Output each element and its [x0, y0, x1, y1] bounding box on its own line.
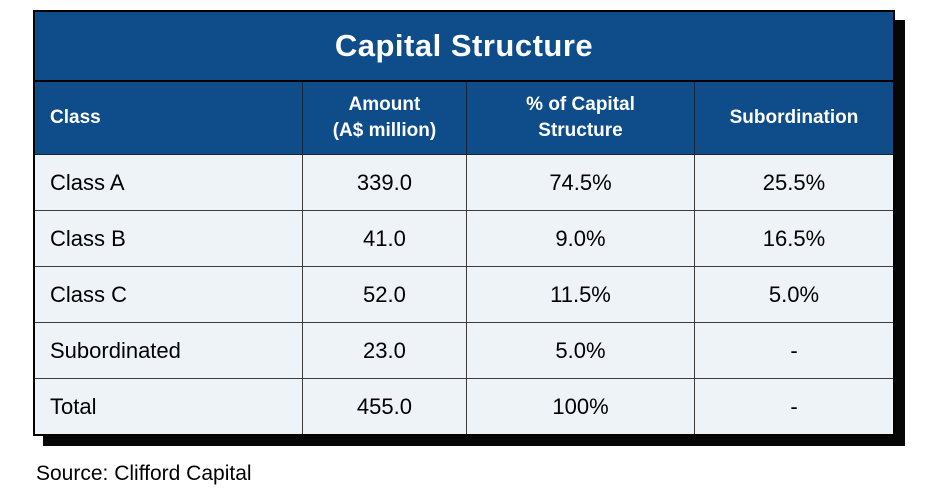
- pct-capital-cell: 9.0%: [466, 210, 695, 267]
- table-row-class-a: Class A 339.0 74.5% 25.5%: [33, 154, 895, 211]
- amount-cell: 339.0: [301, 154, 468, 211]
- column-header-class: Class: [33, 80, 303, 155]
- subordination-cell: 5.0%: [693, 266, 895, 323]
- class-label-cell: Subordinated: [33, 322, 303, 379]
- pct-capital-cell: 5.0%: [466, 322, 695, 379]
- class-label-cell: Class C: [33, 266, 303, 323]
- table-row-class-c: Class C 52.0 11.5% 5.0%: [33, 266, 895, 323]
- column-header-subordination: Subordination: [693, 80, 895, 155]
- class-label-cell: Class A: [33, 154, 303, 211]
- amount-cell: 52.0: [301, 266, 468, 323]
- amount-cell: 23.0: [301, 322, 468, 379]
- table-row-class-b: Class B 41.0 9.0% 16.5%: [33, 210, 895, 267]
- capital-structure-table: Capital Structure Class Amount (A$ milli…: [33, 10, 895, 436]
- column-header-pct-capital-structure: % of Capital Structure: [466, 80, 695, 155]
- column-header-amount: Amount (A$ million): [301, 80, 468, 155]
- class-label-cell: Class B: [33, 210, 303, 267]
- class-label-cell: Total: [33, 378, 303, 436]
- subordination-cell: 16.5%: [693, 210, 895, 267]
- pct-capital-cell: 74.5%: [466, 154, 695, 211]
- subordination-cell: -: [693, 322, 895, 379]
- table-title: Capital Structure: [34, 11, 894, 82]
- pct-capital-cell: 11.5%: [466, 266, 695, 323]
- amount-cell: 455.0: [301, 378, 468, 436]
- capital-structure-table-container: Capital Structure Class Amount (A$ milli…: [33, 10, 895, 436]
- source-attribution: Source: Clifford Capital: [36, 462, 252, 485]
- table-row-total: Total 455.0 100% -: [33, 378, 895, 436]
- header-row: Class Amount (A$ million) % of Capital S…: [33, 80, 895, 155]
- table-row-subordinated: Subordinated 23.0 5.0% -: [33, 322, 895, 379]
- subordination-cell: -: [693, 378, 895, 436]
- title-row: Capital Structure: [34, 11, 894, 82]
- amount-cell: 41.0: [301, 210, 468, 267]
- subordination-cell: 25.5%: [693, 154, 895, 211]
- pct-capital-cell: 100%: [466, 378, 695, 436]
